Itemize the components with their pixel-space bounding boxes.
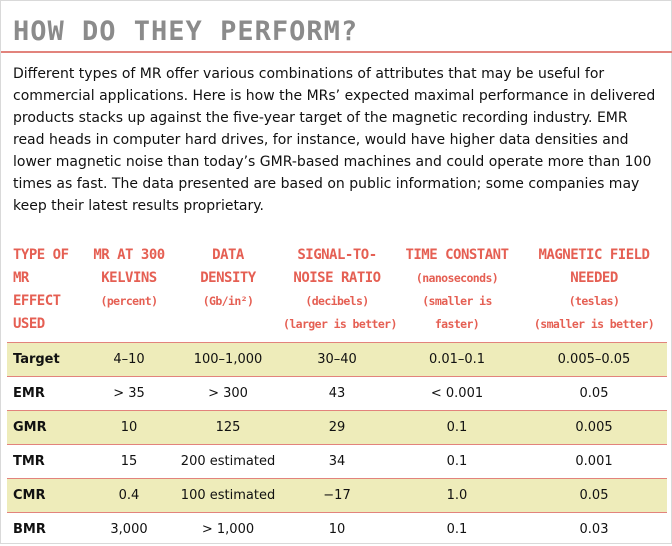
- cell-density: 100 estimated: [175, 479, 281, 513]
- cell-mr: 10: [83, 411, 175, 445]
- cell-mr: 4–10: [83, 343, 175, 377]
- cell-snr: 29: [281, 411, 393, 445]
- cell-mr: 15: [83, 445, 175, 479]
- cell-type: GMR: [7, 411, 83, 445]
- header-magnetic-field: MAGNETIC FIELD NEEDED (teslas) (smaller …: [521, 244, 667, 343]
- cell-type: TMR: [7, 445, 83, 479]
- cell-time: 0.1: [393, 513, 521, 546]
- header-line: TYPE OF: [13, 244, 81, 267]
- cell-field: 0.05: [521, 479, 667, 513]
- header-data-density: DATA DENSITY (Gb/in²): [175, 244, 281, 343]
- header-line: SIGNAL-TO-: [283, 244, 391, 267]
- cell-field: 0.05: [521, 377, 667, 411]
- cell-mr: > 35: [83, 377, 175, 411]
- cell-density: > 300: [175, 377, 281, 411]
- cell-snr: 10: [281, 513, 393, 546]
- performance-table: TYPE OF MR EFFECT USED MR AT 300 KELVINS…: [7, 244, 667, 546]
- cell-type: BMR: [7, 513, 83, 546]
- cell-mr: 3,000: [83, 513, 175, 546]
- table-row-gmr: GMR 10 125 29 0.1 0.005: [7, 411, 667, 445]
- cell-field: 0.005–0.05: [521, 343, 667, 377]
- header-line: DENSITY: [177, 267, 279, 290]
- header-mr-type: TYPE OF MR EFFECT USED: [7, 244, 83, 343]
- cell-density: 100–1,000: [175, 343, 281, 377]
- header-line: TIME CONSTANT: [395, 244, 519, 267]
- header-row: TYPE OF MR EFFECT USED MR AT 300 KELVINS…: [7, 244, 667, 343]
- cell-time: 0.01–0.1: [393, 343, 521, 377]
- cell-time: 0.1: [393, 411, 521, 445]
- header-line: MAGNETIC FIELD: [523, 244, 665, 267]
- cell-field: 0.03: [521, 513, 667, 546]
- header-line: MR: [13, 267, 81, 290]
- cell-snr: 43: [281, 377, 393, 411]
- intro-paragraph: Different types of MR offer various comb…: [13, 63, 663, 217]
- cell-density: > 1,000: [175, 513, 281, 546]
- table-row-cmr: CMR 0.4 100 estimated −17 1.0 0.05: [7, 479, 667, 513]
- cell-time: 0.1: [393, 445, 521, 479]
- header-unit: (percent): [85, 290, 173, 313]
- table-row-emr: EMR > 35 > 300 43 < 0.001 0.05: [7, 377, 667, 411]
- cell-snr: 34: [281, 445, 393, 479]
- table-row-tmr: TMR 15 200 estimated 34 0.1 0.001: [7, 445, 667, 479]
- header-note: faster): [395, 313, 519, 336]
- cell-density: 200 estimated: [175, 445, 281, 479]
- header-unit: (decibels): [283, 290, 391, 313]
- cell-field: 0.005: [521, 411, 667, 445]
- header-unit: (Gb/in²): [177, 290, 279, 313]
- header-line: NEEDED: [523, 267, 665, 290]
- header-unit: (nanoseconds): [395, 267, 519, 290]
- header-snr: SIGNAL-TO- NOISE RATIO (decibels) (large…: [281, 244, 393, 343]
- cell-field: 0.001: [521, 445, 667, 479]
- header-unit: (teslas): [523, 290, 665, 313]
- cell-type: Target: [7, 343, 83, 377]
- header-line: EFFECT: [13, 290, 81, 313]
- cell-snr: −17: [281, 479, 393, 513]
- header-line: KELVINS: [85, 267, 173, 290]
- cell-density: 125: [175, 411, 281, 445]
- header-line: USED: [13, 313, 81, 336]
- table-row-target: Target 4–10 100–1,000 30–40 0.01–0.1 0.0…: [7, 343, 667, 377]
- cell-type: EMR: [7, 377, 83, 411]
- header-note: (smaller is: [395, 290, 519, 313]
- cell-mr: 0.4: [83, 479, 175, 513]
- header-time-constant: TIME CONSTANT (nanoseconds) (smaller is …: [393, 244, 521, 343]
- header-line: NOISE RATIO: [283, 267, 391, 290]
- sidebar-title: HOW DO THEY PERFORM?: [13, 15, 358, 49]
- cell-time: 1.0: [393, 479, 521, 513]
- cell-type: CMR: [7, 479, 83, 513]
- cell-time: < 0.001: [393, 377, 521, 411]
- cell-snr: 30–40: [281, 343, 393, 377]
- header-mr-300k: MR AT 300 KELVINS (percent): [83, 244, 175, 343]
- title-rule: [1, 51, 672, 53]
- header-note: (smaller is better): [523, 313, 665, 336]
- header-line: MR AT 300: [85, 244, 173, 267]
- header-line: DATA: [177, 244, 279, 267]
- header-note: (larger is better): [283, 313, 391, 336]
- table-row-bmr: BMR 3,000 > 1,000 10 0.1 0.03: [7, 513, 667, 546]
